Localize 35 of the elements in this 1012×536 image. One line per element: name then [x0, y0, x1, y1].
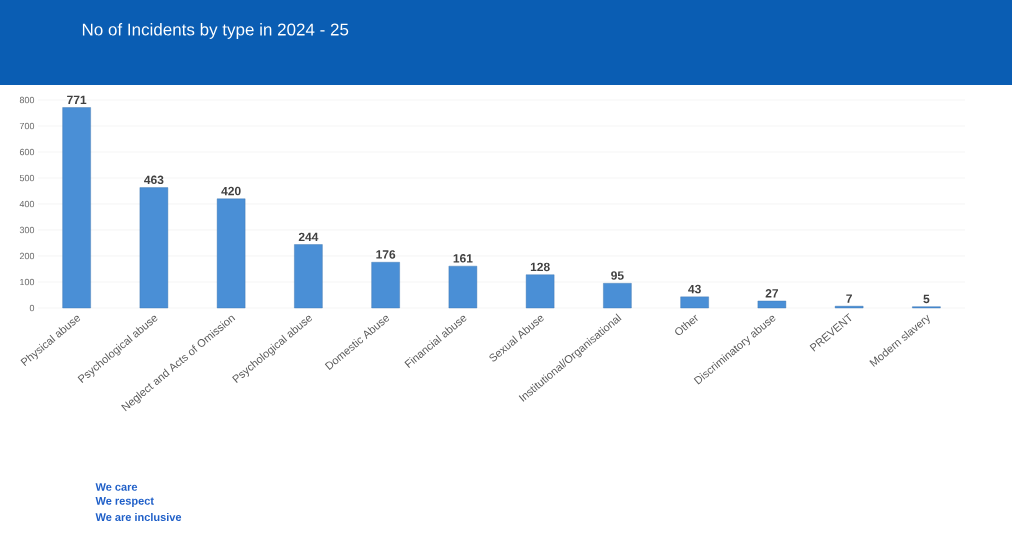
data-label: 5 — [923, 294, 930, 304]
data-label: 128 — [530, 262, 550, 272]
y-tick-label: 500 — [19, 174, 35, 182]
data-label: 161 — [453, 254, 473, 263]
bar — [448, 265, 478, 309]
bar — [680, 296, 709, 309]
bar — [757, 300, 787, 309]
text: We care — [95, 483, 138, 491]
bar — [294, 244, 323, 309]
data-label: 7 — [846, 294, 852, 303]
data-label: 463 — [144, 175, 164, 185]
data-label: 27 — [765, 289, 779, 298]
y-tick-label: 0 — [29, 304, 35, 312]
text: We are inclusive — [95, 512, 182, 522]
bar — [371, 262, 400, 309]
bar — [603, 283, 632, 309]
bar — [216, 198, 246, 309]
data-label: 244 — [298, 232, 319, 242]
bar — [62, 107, 91, 309]
data-label: 176 — [376, 250, 396, 259]
bar — [139, 187, 169, 309]
data-label: 43 — [688, 284, 701, 294]
text: We respect — [95, 497, 154, 507]
data-label: 420 — [221, 186, 241, 196]
y-tick-label: 100 — [20, 278, 35, 286]
y-tick-label: 600 — [19, 148, 35, 156]
chart-title: No of Incidents by type in 2024 - 25 — [82, 23, 349, 39]
y-tick-label: 400 — [19, 200, 35, 208]
y-tick-label: 700 — [19, 122, 35, 130]
data-label: 771 — [67, 95, 87, 105]
y-tick-label: 300 — [19, 226, 35, 234]
data-label: 95 — [611, 271, 624, 280]
y-tick-label: 200 — [19, 252, 35, 260]
bar — [525, 274, 555, 309]
y-tick-label: 800 — [19, 96, 35, 104]
